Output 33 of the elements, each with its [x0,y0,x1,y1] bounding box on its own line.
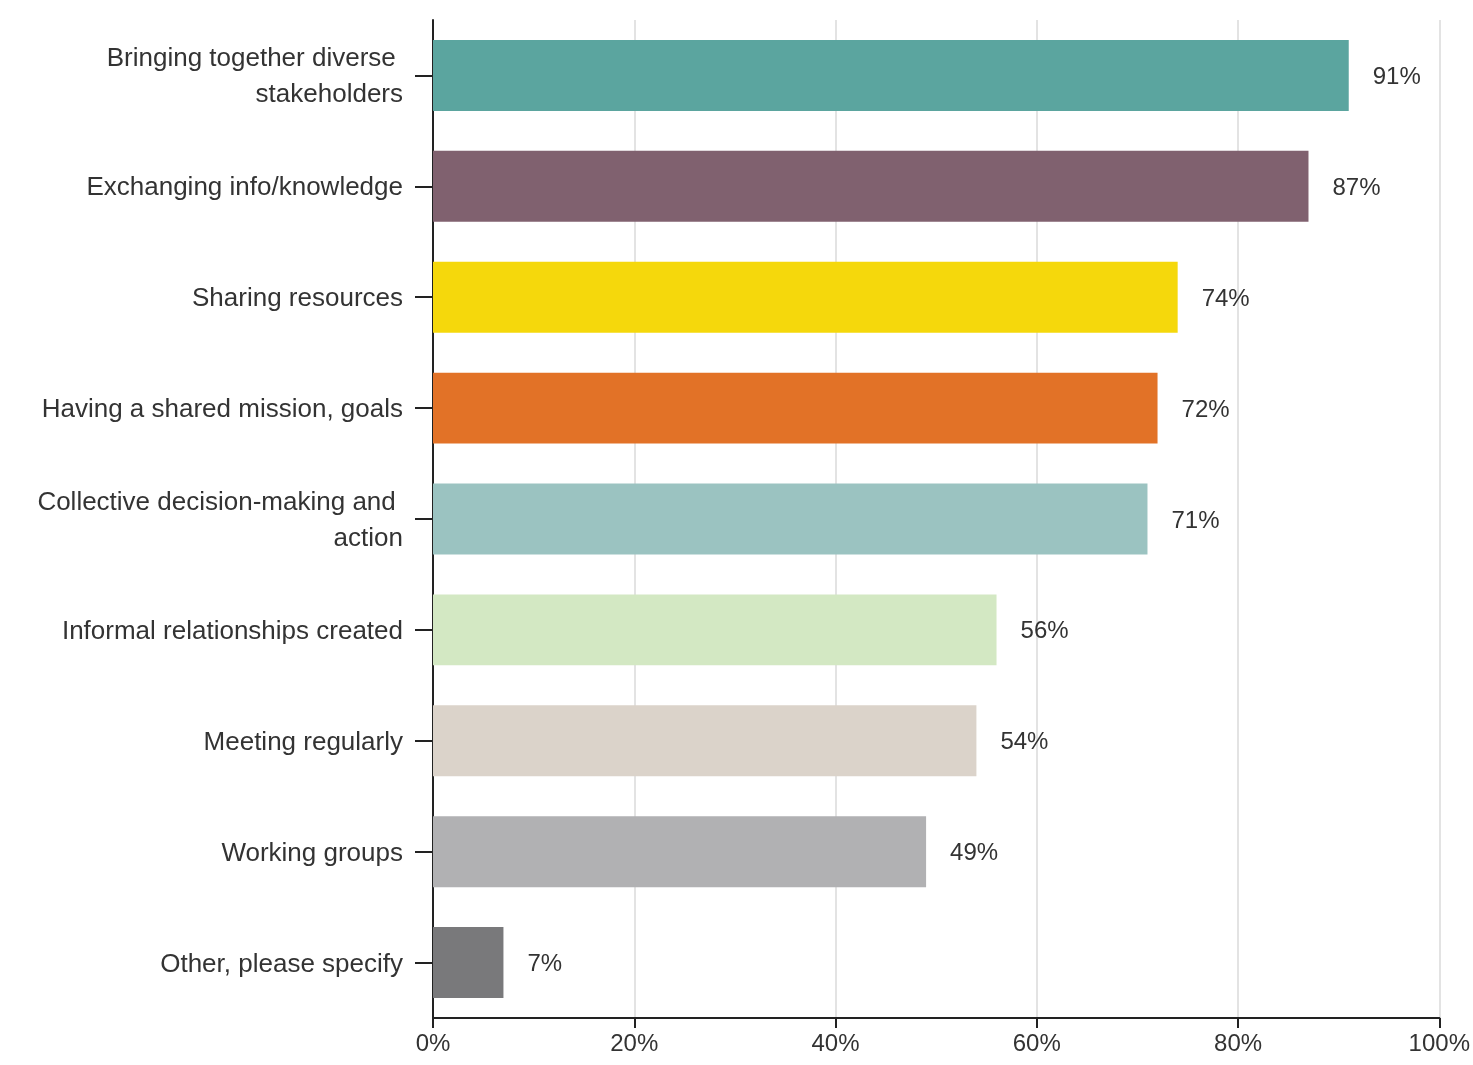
x-tick-label: 20% [610,1028,659,1056]
y-tick-label: Collective decision-making and action [37,486,403,552]
data-label: 91% [1372,61,1421,89]
y-tick-label: Exchanging info/knowledge [86,171,403,202]
y-tick-label: Other, please specify [160,947,403,978]
bar [433,483,1148,555]
x-tick-label: 80% [1214,1028,1263,1056]
data-label: 87% [1332,172,1381,200]
y-tick-label: Bringing together diverse stakeholders [106,42,403,109]
x-tick-label: 40% [811,1028,860,1056]
data-label: 74% [1201,283,1250,311]
bar [433,816,927,888]
data-label: 49% [950,838,999,866]
x-tick-label: 0% [415,1028,451,1056]
bar [433,39,1349,111]
data-label: 56% [1020,616,1069,644]
y-tick-label: Working groups [221,836,403,867]
data-label: 7% [527,949,563,977]
y-tick-label: Having a shared mission, goals [41,393,403,424]
bar [433,927,504,999]
bar [433,372,1158,444]
y-tick-label: Meeting regularly [203,725,403,756]
bar [433,705,977,777]
bar [433,150,1309,222]
y-tick-label: Sharing resources [192,282,403,313]
data-label: 71% [1171,505,1220,533]
y-tick-label: Informal relationships created [61,614,403,645]
bar [433,594,997,666]
data-label: 54% [1000,727,1049,755]
bar [433,261,1178,333]
x-tick-label: 100% [1408,1028,1470,1056]
x-tick-label: 60% [1012,1028,1061,1056]
data-label: 72% [1181,394,1230,422]
